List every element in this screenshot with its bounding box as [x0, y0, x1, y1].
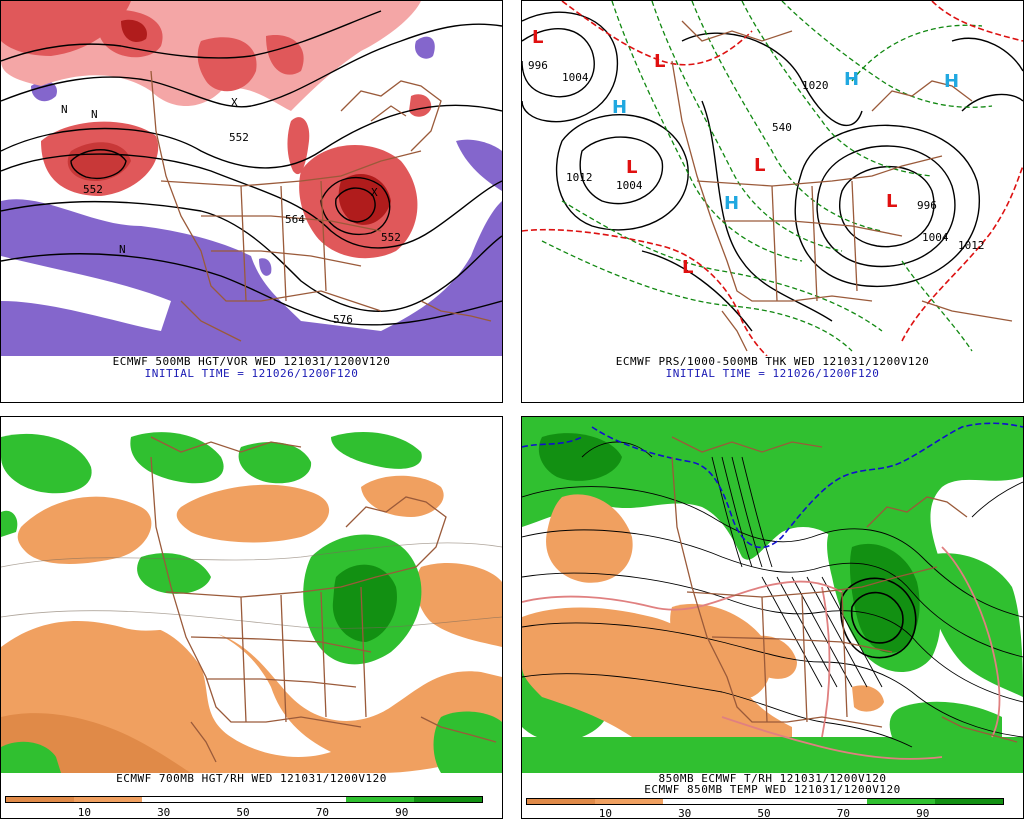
legend-tick: 90 — [395, 806, 409, 819]
dry-region — [415, 562, 502, 647]
isobar-label: 996 — [528, 59, 548, 72]
low-pressure-marker: L — [886, 191, 897, 212]
panel-500mb-hgt-vor: 552 552 564 576 552 N N N X X ECMWF 500M… — [0, 0, 503, 403]
isobar-label: 1004 — [922, 231, 949, 244]
caption-line1: ECMWF 700MB HGT/RH WED 121031/1200V120 — [116, 772, 387, 785]
pos-vort-region — [201, 288, 220, 301]
moist-region — [1, 433, 92, 494]
map-500mb-vorticity: 552 552 564 576 552 N N N X X — [1, 1, 502, 356]
caption-line2: ECMWF 850MB TEMP WED 121031/1200V120 — [644, 783, 901, 796]
vort-marker: N — [119, 243, 126, 256]
dry-region — [852, 685, 884, 712]
moist-region — [238, 442, 312, 484]
isobar-label: 1020 — [802, 79, 829, 92]
low-pressure-marker: L — [754, 155, 765, 176]
vort-marker: N — [61, 103, 68, 116]
low-pressure-marker: L — [682, 257, 693, 278]
vort-marker: X — [371, 186, 378, 199]
legend-tick: 10 — [598, 807, 612, 820]
moist-region — [522, 737, 1023, 773]
pos-vort-region — [1, 1, 131, 56]
isobar-label: 996 — [917, 199, 937, 212]
low-pressure-marker: L — [532, 27, 543, 48]
legend-tick: 50 — [236, 806, 250, 819]
neg-vort-region — [31, 81, 57, 102]
neg-vort-region — [456, 139, 502, 191]
rh-legend-bar — [526, 798, 1004, 805]
moist-region — [1, 741, 61, 773]
thickness-label: 540 — [772, 121, 792, 134]
dry-region — [522, 607, 792, 737]
moist-region — [922, 553, 1023, 697]
high-pressure-marker: H — [844, 69, 859, 90]
isobar-label: 1004 — [616, 179, 643, 192]
legend-tick: 90 — [916, 807, 930, 820]
pos-vort-region — [409, 94, 432, 117]
pos-vort-region — [338, 173, 391, 225]
caption-line1: ECMWF 500MB HGT/VOR WED 121031/1200V120 — [112, 355, 391, 368]
dry-region — [176, 484, 330, 543]
legend-tick: 70 — [315, 806, 330, 819]
contour-label: 564 — [285, 213, 305, 226]
pos-vort-region — [197, 37, 257, 92]
panel-700mb-hgt-rh: ECMWF 700MB HGT/RH WED 121031/1200V120 1… — [0, 416, 503, 819]
rh-legend-bar — [5, 796, 483, 803]
legend-tick: 50 — [757, 807, 771, 820]
rh-legend-labels: 10 30 50 70 90 — [526, 807, 1004, 820]
contour-label: 576 — [333, 313, 353, 326]
dry-region — [17, 496, 152, 564]
isobar-label: 1012 — [566, 171, 593, 184]
low-pressure-marker: L — [654, 51, 665, 72]
pos-vort-region — [259, 258, 272, 276]
legend-tick: 30 — [678, 807, 692, 820]
high-pressure-marker: H — [724, 193, 739, 214]
pos-vort-region — [121, 19, 147, 42]
map-700mb-rh — [1, 417, 502, 773]
contour-label: 552 — [381, 231, 401, 244]
high-pressure-marker: H — [944, 71, 959, 92]
dry-region — [546, 494, 633, 583]
moist-region — [137, 553, 211, 594]
vort-marker: N — [91, 108, 98, 121]
moist-region — [433, 711, 502, 773]
contour-label: 552 — [229, 131, 249, 144]
panel-prs-thk: 996 1004 1012 1004 1020 996 1004 1012 54… — [521, 0, 1024, 403]
isobar-label: 1012 — [958, 239, 985, 252]
panel-850mb-t-rh: 850MB ECMWF T/RH 121031/1200V120 ECMWF 8… — [521, 416, 1024, 820]
vort-marker: X — [231, 96, 238, 109]
neg-vort-region — [414, 36, 435, 59]
rh-legend-labels: 10 30 50 70 90 — [5, 806, 483, 819]
caption-line1: 850MB ECMWF T/RH 121031/1200V120 — [658, 772, 887, 785]
low-pressure-marker: L — [626, 157, 637, 178]
moist-region — [1, 510, 18, 537]
dry-region — [750, 635, 797, 679]
dry-region — [121, 624, 331, 757]
legend-tick: 10 — [77, 806, 91, 819]
caption-line2: INITIAL TIME = 121026/1200F120 — [144, 367, 359, 380]
map-pressure-thickness: 996 1004 1012 1004 1020 996 1004 1012 54… — [522, 1, 1023, 356]
map-850mb-temp-rh — [522, 417, 1023, 773]
moist-region — [331, 432, 422, 469]
dry-region — [670, 603, 771, 698]
caption-line2: INITIAL TIME = 121026/1200F120 — [665, 367, 880, 380]
legend-tick: 30 — [157, 806, 171, 819]
legend-tick: 70 — [836, 807, 851, 820]
high-pressure-marker: H — [612, 97, 627, 118]
neg-vort-region — [1, 256, 171, 331]
isobar-label: 1004 — [562, 71, 589, 84]
dry-region — [361, 475, 444, 517]
caption-line1: ECMWF PRS/1000-500MB THK WED 121031/1200… — [615, 355, 930, 368]
moist-region — [332, 564, 397, 642]
contour-label: 552 — [83, 183, 103, 196]
